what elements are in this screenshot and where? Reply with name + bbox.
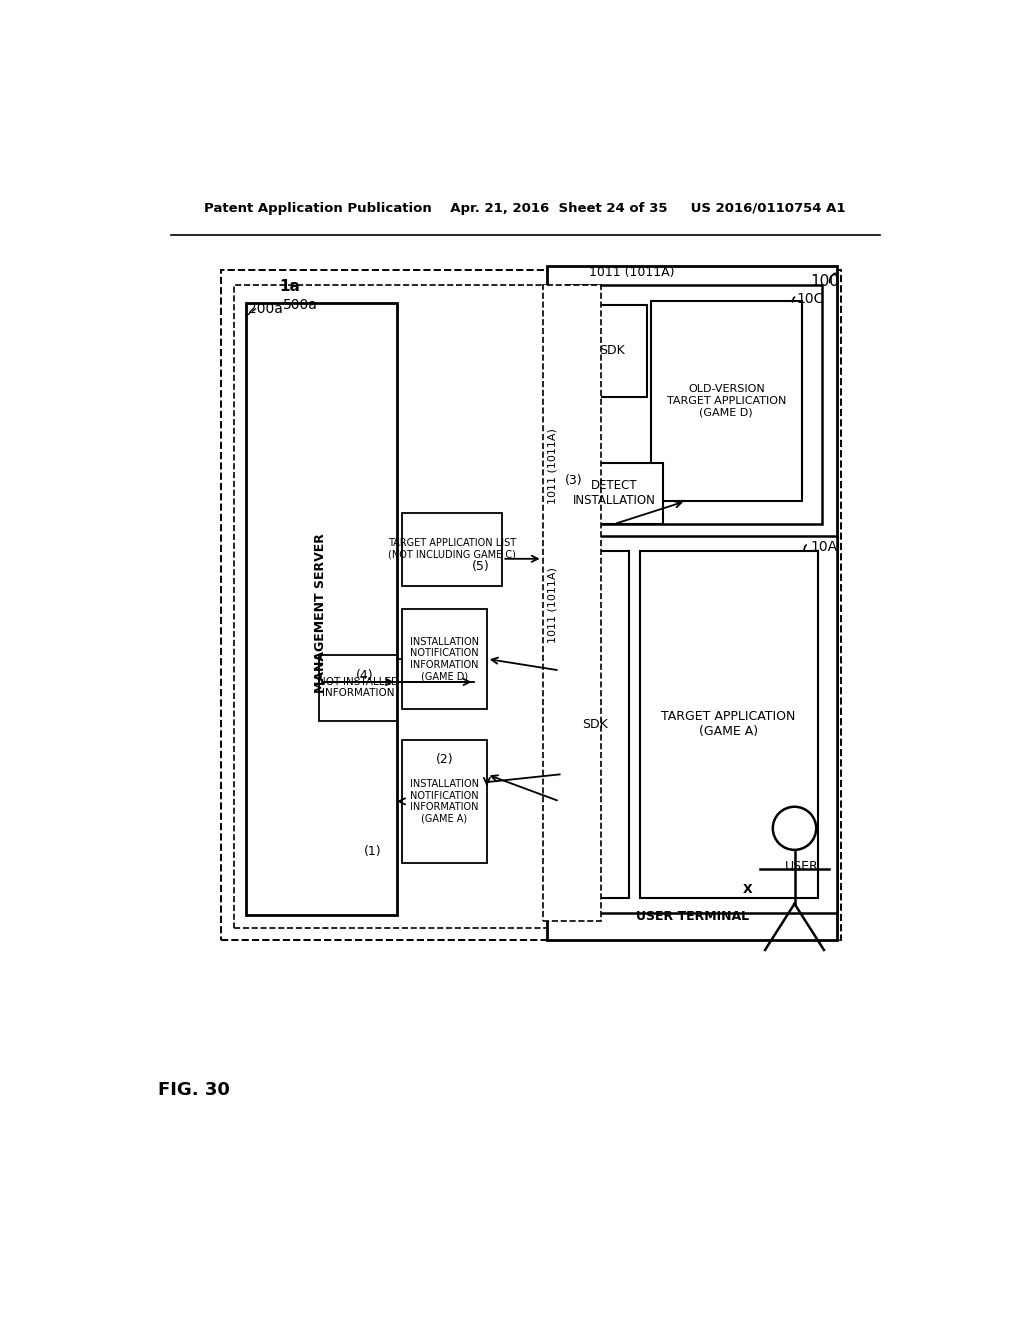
Bar <box>566 462 663 524</box>
Bar <box>578 305 647 397</box>
Text: X: X <box>743 883 753 896</box>
Bar <box>640 552 818 898</box>
Text: (5): (5) <box>472 560 489 573</box>
Bar <box>651 301 802 502</box>
Bar <box>543 285 601 921</box>
Text: USER: USER <box>785 861 819 874</box>
Bar <box>246 304 397 915</box>
Text: 1a: 1a <box>280 280 300 294</box>
Bar <box>401 739 486 863</box>
Text: SDK: SDK <box>599 345 626 358</box>
Text: (1): (1) <box>365 845 382 858</box>
Text: (4): (4) <box>355 669 373 682</box>
Bar <box>401 609 486 709</box>
Bar <box>547 536 838 913</box>
Text: INSTALLATION
NOTIFICATION
INFORMATION
(GAME D): INSTALLATION NOTIFICATION INFORMATION (G… <box>410 636 478 681</box>
Text: TARGET APPLICATION
(GAME A): TARGET APPLICATION (GAME A) <box>662 710 796 738</box>
Text: INSTALLATION
NOTIFICATION
INFORMATION
(GAME A): INSTALLATION NOTIFICATION INFORMATION (G… <box>410 779 478 824</box>
Text: SDK: SDK <box>582 718 607 731</box>
Bar <box>560 552 630 898</box>
Text: 1011 (1011A): 1011 (1011A) <box>589 265 675 279</box>
Bar <box>221 271 841 940</box>
Text: 500a: 500a <box>283 298 317 312</box>
Text: 200a: 200a <box>248 301 283 315</box>
Text: MANAGEMENT SERVER: MANAGEMENT SERVER <box>314 533 328 693</box>
Text: (3): (3) <box>565 474 583 487</box>
Text: TARGET APPLICATION LIST
(NOT INCLUDING GAME C): TARGET APPLICATION LIST (NOT INCLUDING G… <box>388 539 516 560</box>
Bar <box>234 285 614 928</box>
Text: NOT-INSTALLED
INFORMATION: NOT-INSTALLED INFORMATION <box>317 677 398 698</box>
Text: 10C: 10C <box>796 292 823 306</box>
Bar <box>401 512 503 586</box>
Text: 10A: 10A <box>810 540 838 554</box>
Text: 1011 (1011A): 1011 (1011A) <box>548 429 558 504</box>
Text: 1011 (1011A): 1011 (1011A) <box>548 568 558 643</box>
Bar <box>319 655 397 721</box>
Text: DETECT
INSTALLATION: DETECT INSTALLATION <box>572 479 655 507</box>
Text: OLD-VERSION
TARGET APPLICATION
(GAME D): OLD-VERSION TARGET APPLICATION (GAME D) <box>667 384 786 417</box>
Bar <box>547 267 838 940</box>
Text: Patent Application Publication    Apr. 21, 2016  Sheet 24 of 35     US 2016/0110: Patent Application Publication Apr. 21, … <box>204 202 846 215</box>
Text: FIG. 30: FIG. 30 <box>158 1081 229 1100</box>
Text: USER TERMINAL: USER TERMINAL <box>636 911 749 924</box>
Bar <box>566 285 821 524</box>
Text: (2): (2) <box>435 752 453 766</box>
Text: 100: 100 <box>810 275 839 289</box>
